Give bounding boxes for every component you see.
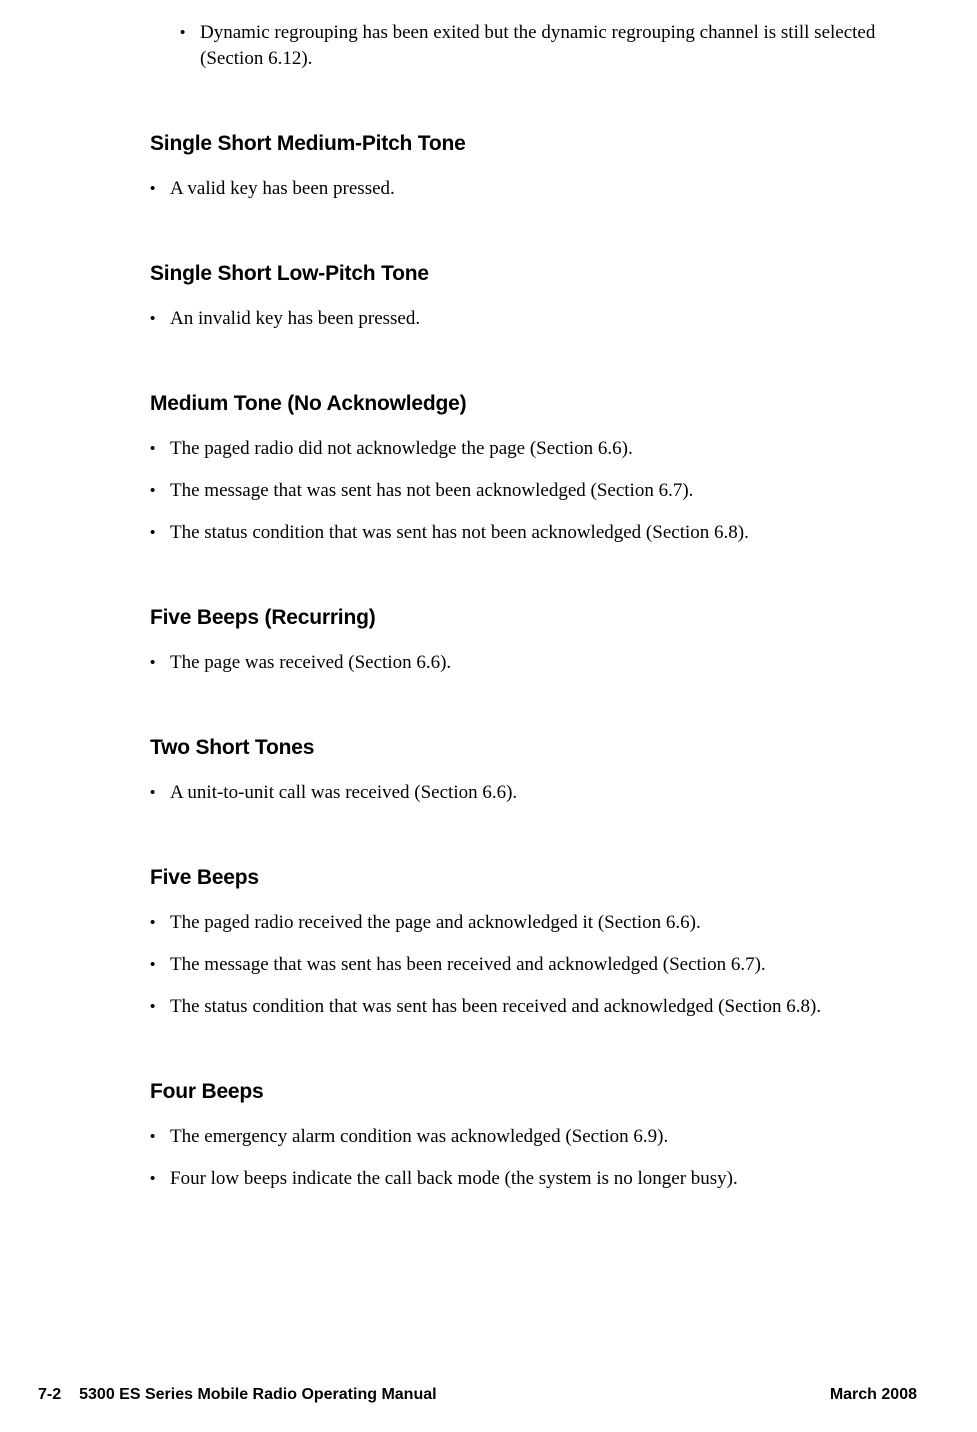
section-heading: Five Beeps [150, 866, 887, 890]
bullet-icon: • [150, 176, 170, 202]
bullet-text: The emergency alarm condition was acknow… [170, 1124, 668, 1150]
page-footer: 7-2 5300 ES Series Mobile Radio Operatin… [0, 1386, 977, 1404]
bullet-text: An invalid key has been pressed. [170, 306, 420, 332]
section: Five Beeps • The paged radio received th… [150, 866, 887, 1020]
footer-date: March 2008 [830, 1386, 917, 1404]
bullet-icon: • [150, 910, 170, 936]
list-item: • The paged radio did not acknowledge th… [150, 436, 887, 462]
section-heading: Medium Tone (No Acknowledge) [150, 392, 887, 416]
bullet-text: A valid key has been pressed. [170, 176, 395, 202]
bullet-text: The message that was sent has not been a… [170, 478, 693, 504]
bullet-text: Four low beeps indicate the call back mo… [170, 1166, 738, 1192]
list-item: • The message that was sent has not been… [150, 478, 887, 504]
bullet-icon: • [150, 780, 170, 806]
bullet-icon: • [150, 1166, 170, 1192]
section: Five Beeps (Recurring) • The page was re… [150, 606, 887, 676]
list-item: • A unit-to-unit call was received (Sect… [150, 780, 887, 806]
bullet-text: The paged radio received the page and ac… [170, 910, 701, 936]
continuation-bullet: • Dynamic regrouping has been exited but… [150, 20, 887, 72]
bullet-icon: • [180, 20, 200, 72]
bullet-text: Dynamic regrouping has been exited but t… [200, 20, 887, 72]
bullet-text: The message that was sent has been recei… [170, 952, 766, 978]
manual-title: 5300 ES Series Mobile Radio Operating Ma… [79, 1386, 436, 1404]
section: Single Short Low-Pitch Tone • An invalid… [150, 262, 887, 332]
list-item: • The paged radio received the page and … [150, 910, 887, 936]
bullet-icon: • [150, 994, 170, 1020]
bullet-icon: • [150, 478, 170, 504]
section-heading: Five Beeps (Recurring) [150, 606, 887, 630]
list-item: • A valid key has been pressed. [150, 176, 887, 202]
bullet-icon: • [150, 1124, 170, 1150]
list-item: • The message that was sent has been rec… [150, 952, 887, 978]
section: Medium Tone (No Acknowledge) • The paged… [150, 392, 887, 546]
bullet-text: The paged radio did not acknowledge the … [170, 436, 633, 462]
bullet-icon: • [150, 520, 170, 546]
section-heading: Four Beeps [150, 1080, 887, 1104]
section-heading: Single Short Low-Pitch Tone [150, 262, 887, 286]
section: Single Short Medium-Pitch Tone • A valid… [150, 132, 887, 202]
list-item: • The page was received (Section 6.6). [150, 650, 887, 676]
section-heading: Single Short Medium-Pitch Tone [150, 132, 887, 156]
bullet-text: The status condition that was sent has b… [170, 994, 821, 1020]
list-item: • The emergency alarm condition was ackn… [150, 1124, 887, 1150]
bullet-icon: • [150, 952, 170, 978]
section-heading: Two Short Tones [150, 736, 887, 760]
bullet-text: The page was received (Section 6.6). [170, 650, 451, 676]
list-item: • The status condition that was sent has… [150, 520, 887, 546]
section: Four Beeps • The emergency alarm conditi… [150, 1080, 887, 1192]
list-item: • An invalid key has been pressed. [150, 306, 887, 332]
bullet-text: The status condition that was sent has n… [170, 520, 749, 546]
section: Two Short Tones • A unit-to-unit call wa… [150, 736, 887, 806]
bullet-text: A unit-to-unit call was received (Sectio… [170, 780, 517, 806]
footer-left: 7-2 5300 ES Series Mobile Radio Operatin… [38, 1386, 437, 1404]
list-item: • Four low beeps indicate the call back … [150, 1166, 887, 1192]
page-content: • Dynamic regrouping has been exited but… [0, 0, 977, 1192]
bullet-icon: • [150, 650, 170, 676]
bullet-icon: • [150, 436, 170, 462]
page-number: 7-2 [38, 1386, 61, 1404]
list-item: • The status condition that was sent has… [150, 994, 887, 1020]
bullet-icon: • [150, 306, 170, 332]
